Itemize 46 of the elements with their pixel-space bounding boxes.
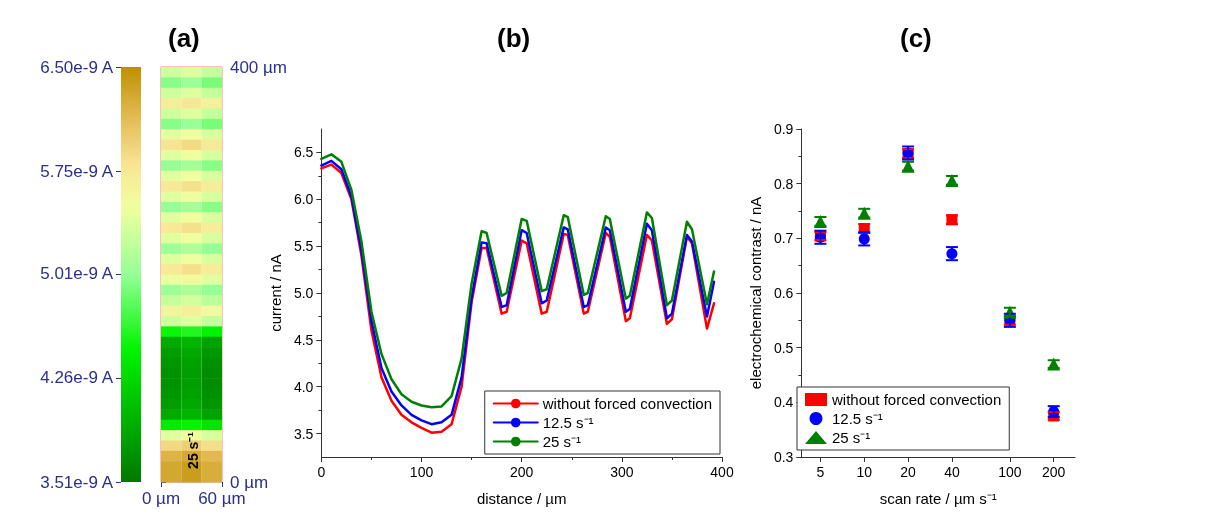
chart-title: (a) bbox=[168, 23, 200, 53]
legend-label: 25 s⁻¹ bbox=[542, 433, 582, 450]
y-tick-label: 5.0 bbox=[293, 285, 314, 301]
y-tick-label: 0.4 bbox=[773, 394, 794, 411]
x-tick-label: 300 bbox=[610, 464, 634, 480]
y-tick-label: 0.7 bbox=[773, 230, 794, 247]
y-tick-label: 4.0 bbox=[293, 378, 314, 395]
y-tick-label: 0.6 bbox=[773, 285, 794, 301]
y-tick-label: 0.3 bbox=[773, 449, 794, 465]
color-bar-label: 3.51e-9 A bbox=[40, 472, 114, 492]
legend-label: 12.5 s⁻¹ bbox=[832, 410, 883, 427]
color-bar-label: 5.75e-9 A bbox=[40, 161, 114, 181]
x-tick-label: 10 bbox=[856, 464, 873, 480]
y-tick-label: 400 µm bbox=[229, 57, 287, 77]
y-tick-label: 6.5 bbox=[293, 144, 314, 161]
legend-label: without forced convection bbox=[831, 391, 1002, 408]
x-tick-label: 20 bbox=[900, 464, 917, 480]
x-tick-label: 5 bbox=[816, 464, 825, 480]
x-axis-title: distance / µm bbox=[476, 490, 567, 507]
y-axis-title: current / nA bbox=[267, 254, 284, 332]
y-tick-label: 6.0 bbox=[293, 191, 314, 208]
y-tick-label: 3.5 bbox=[293, 425, 314, 442]
x-tick-label: 100 bbox=[998, 464, 1022, 480]
legend-label: 12.5 s⁻¹ bbox=[542, 414, 594, 431]
x-tick-label: 0 bbox=[317, 464, 326, 480]
y-tick-label: 0.9 bbox=[773, 121, 794, 137]
color-bar-label: 5.01e-9 A bbox=[40, 264, 114, 284]
x-tick-label: 100 bbox=[409, 464, 434, 480]
chart-title: (b) bbox=[497, 23, 531, 53]
annotation: 25 s⁻¹ bbox=[185, 431, 201, 469]
y-tick-label: 4.5 bbox=[293, 331, 314, 348]
legend-label: without forced convection bbox=[541, 395, 712, 412]
y-tick-label: 5.5 bbox=[293, 238, 314, 255]
color-bar-label: 6.50e-9 A bbox=[40, 57, 114, 77]
x-axis-title: scan rate / µm s⁻¹ bbox=[879, 490, 997, 507]
x-tick-label: 60 µm bbox=[198, 489, 246, 508]
x-tick-label: 200 bbox=[1042, 464, 1066, 480]
x-tick-label: 40 bbox=[944, 464, 960, 480]
chart-title: (c) bbox=[900, 23, 932, 53]
y-tick-label: 0.5 bbox=[773, 339, 794, 356]
y-axis-title: electrochemical contrast / nA bbox=[747, 196, 764, 390]
x-tick-label: 200 bbox=[510, 464, 534, 480]
color-bar-label: 4.26e-9 A bbox=[40, 368, 114, 388]
legend-label: 25 s⁻¹ bbox=[832, 429, 871, 446]
x-tick-label: 400 bbox=[710, 464, 734, 480]
y-tick-label: 0.8 bbox=[773, 175, 794, 192]
